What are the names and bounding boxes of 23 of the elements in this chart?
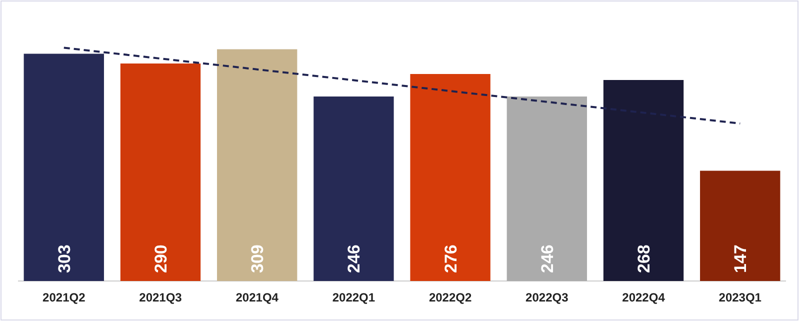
- bar: [506, 96, 587, 281]
- x-tick-label: 2021Q4: [236, 290, 279, 305]
- data-label: 309: [248, 244, 268, 273]
- bar: [700, 170, 780, 281]
- data-label: 246: [538, 244, 557, 273]
- x-tick-label: 2022Q4: [622, 290, 666, 305]
- x-tick-label: 2021Q2: [42, 290, 86, 305]
- data-label: 246: [344, 244, 364, 273]
- bar: [314, 96, 394, 281]
- bar: [603, 80, 684, 281]
- data-label: 303: [54, 244, 74, 273]
- bar: [410, 74, 490, 281]
- x-tick-label: 2023Q1: [718, 290, 762, 305]
- data-label: 268: [634, 244, 654, 273]
- data-label: 290: [151, 244, 170, 273]
- x-tick-label: 2022Q2: [428, 290, 472, 305]
- data-label: 147: [731, 244, 750, 273]
- x-tick-label: 2021Q3: [139, 290, 182, 305]
- bar: [120, 64, 201, 281]
- data-label: 276: [441, 244, 460, 273]
- x-tick-label: 2022Q3: [526, 290, 569, 305]
- bar: [217, 49, 298, 281]
- x-tick-label: 2022Q1: [332, 290, 376, 305]
